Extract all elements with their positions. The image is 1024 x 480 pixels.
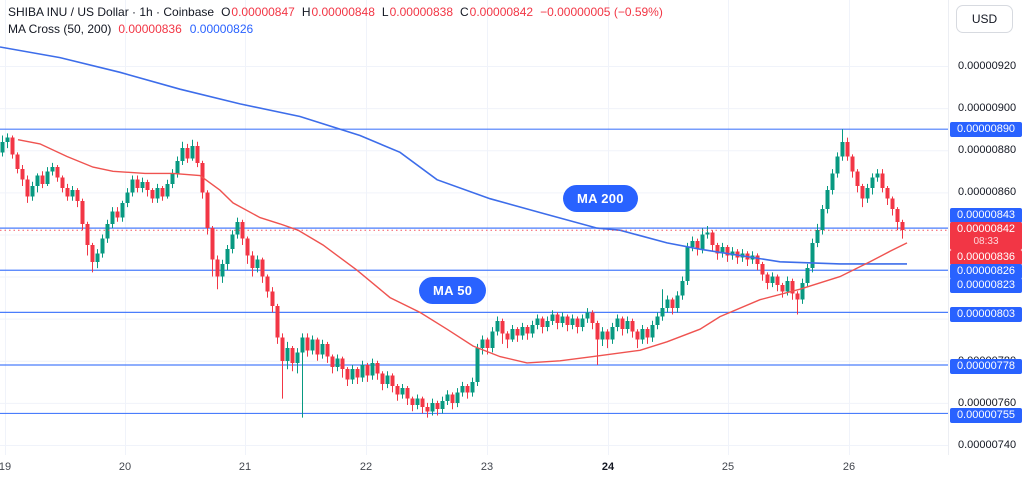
ohlc-key: C	[460, 5, 469, 19]
ohlc-key: H	[301, 5, 311, 19]
time-axis-label: 26	[842, 461, 856, 473]
price-tick-label: 0.00000880	[958, 144, 1017, 157]
time-axis-label: 20	[118, 461, 132, 473]
time-axis-label: 19	[0, 461, 12, 473]
price-tick-label: 0.00000860	[958, 186, 1017, 199]
time-axis-label: 23	[480, 461, 494, 473]
ohlc-value: 0.00000838	[389, 5, 453, 19]
ohlc-values: O 0.00000847 H 0.00000848 L 0.00000838 C 0.0…	[221, 5, 533, 19]
candles-layer	[0, 129, 905, 418]
ohlc-key: O	[221, 5, 231, 19]
ohlc-value: 0.00000847	[231, 5, 295, 19]
ohlc-pair: C 0.00000842	[460, 5, 533, 19]
price-tick-label: 0.00000900	[958, 102, 1017, 115]
level-price-badge: 0.00000755	[950, 408, 1022, 423]
price-tick-label: 0.00000740	[958, 439, 1017, 451]
price-chart[interactable]	[0, 0, 948, 455]
symbol-title: SHIBA INU / US Dollar · 1h · Coinbase	[8, 5, 215, 19]
price-tick-label: 0.00000920	[958, 60, 1017, 72]
ohlc-pair: O 0.00000847	[221, 5, 295, 19]
indicator-value: 0.00000836	[118, 22, 182, 36]
time-axis[interactable]: 19 20 21 22 23 24 25 26	[0, 455, 1024, 480]
ma50-line[interactable]	[17, 139, 908, 364]
ma50-value-badge: 0.00000836	[950, 250, 1022, 265]
last-price-badge: 0.00000842 08:33	[950, 222, 1022, 250]
ohlc-key: L	[381, 5, 389, 19]
level-price-badge: 0.00000803	[950, 307, 1022, 322]
indicator-legend-row[interactable]: MA Cross (50, 200) 0.00000836 0.00000826	[8, 22, 663, 39]
indicator-value: 0.00000826	[189, 22, 254, 36]
price-level-lines	[0, 128, 948, 415]
time-axis-label: 25	[721, 461, 735, 473]
bar-countdown: 08:33	[973, 236, 999, 247]
ma200-value-badge: 0.00000826	[950, 264, 1022, 279]
indicator-title: MA Cross (50, 200)	[8, 22, 112, 36]
ohlc-value: 0.00000842	[469, 5, 534, 19]
ma200-line[interactable]	[0, 46, 907, 265]
level-price-badge: 0.00000843	[950, 208, 1022, 223]
currency-toggle-button[interactable]: USD	[956, 5, 1013, 33]
ohlc-pair: H 0.00000848	[302, 5, 375, 19]
price-axis[interactable]: 0.00000920 0.00000900 0.00000880 0.00000860…	[948, 0, 1024, 455]
ohlc-value: 0.00000848	[311, 5, 375, 19]
price-change: −0.00000005 (−0.59%)	[540, 5, 663, 19]
ma50-label-bubble[interactable]: MA 50	[419, 277, 487, 304]
price-tick-label: 0.00000760	[958, 396, 1017, 409]
ohlc-pair: L 0.00000838	[382, 5, 453, 19]
ma200-label-bubble[interactable]: MA 200	[563, 185, 638, 212]
level-price-badge: 0.00000823	[950, 278, 1022, 293]
time-axis-label: 24	[601, 461, 615, 473]
level-price-badge: 0.00000778	[950, 359, 1022, 374]
level-price-badge: 0.00000890	[950, 122, 1022, 137]
time-axis-label: 21	[238, 461, 252, 473]
indicator-values: 0.00000836 0.00000826	[118, 22, 261, 36]
time-axis-label: 22	[359, 461, 373, 473]
